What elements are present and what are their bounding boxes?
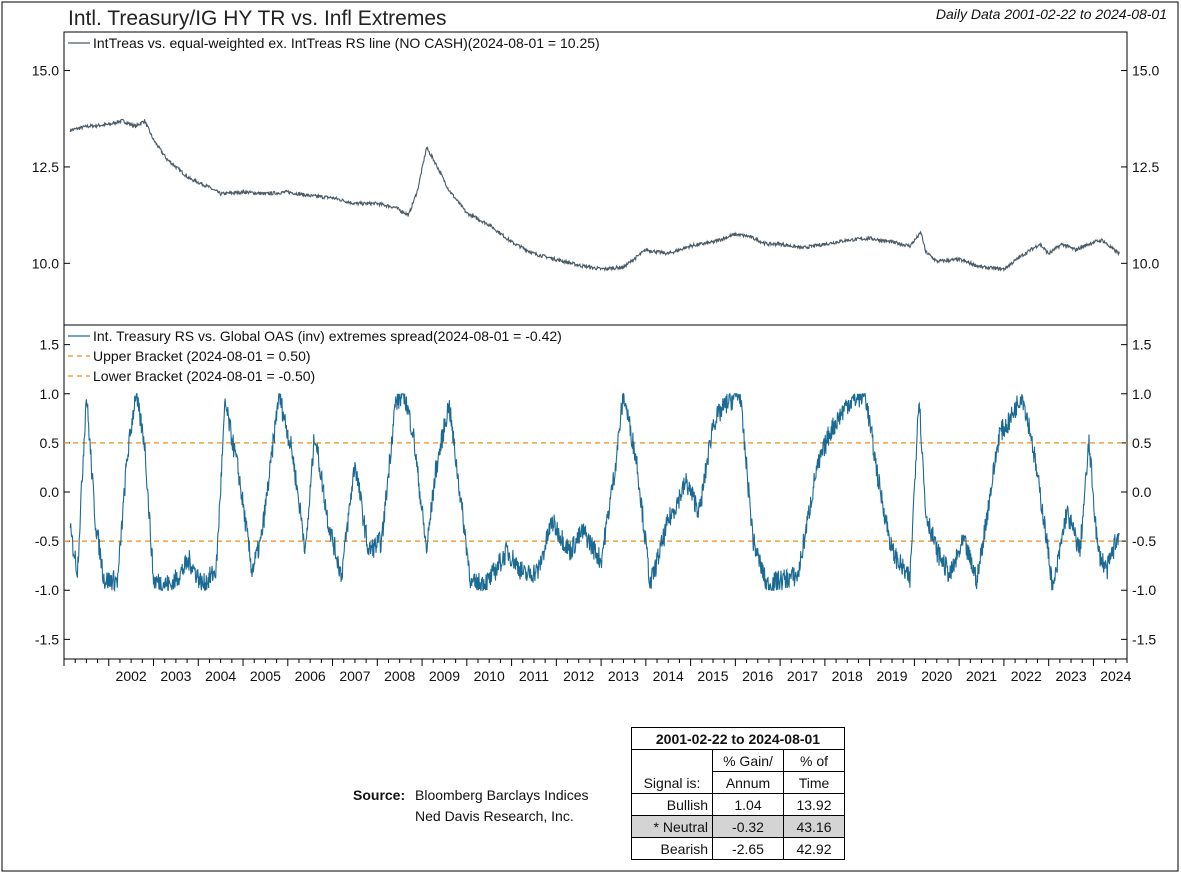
- stats-col-header-row-1: Signal is: % Gain/ % of: [631, 749, 845, 794]
- y-tick-label-right: -1.0: [1132, 582, 1156, 598]
- x-tick-label: 2020: [921, 668, 952, 684]
- x-tick-label: 2017: [787, 668, 818, 684]
- stats-row-bullish: Bullish 1.04 13.92: [631, 793, 845, 816]
- y-tick-label-right: 12.5: [1132, 159, 1159, 175]
- x-tick-label: 2008: [384, 668, 415, 684]
- y-tick-label-left: 12.5: [32, 159, 59, 175]
- x-tick-label: 2003: [160, 668, 191, 684]
- x-tick-label: 2015: [697, 668, 728, 684]
- y-tick-label-left: -1.5: [35, 631, 59, 647]
- y-tick-label-left: -1.0: [35, 582, 59, 598]
- stats-date-range: 2001-02-22 to 2024-08-01: [631, 727, 845, 750]
- x-tick-label: 2022: [1011, 668, 1042, 684]
- x-axis: 2002 2003 2004 2005 2006 2007 2008 2009 2010 2011…: [63, 659, 1132, 684]
- stats-col-gain-1: % Gain/: [712, 749, 784, 772]
- top-legend: IntTreas vs. equal-weighted ex. IntTreas…: [68, 35, 600, 51]
- x-tick-label: 2005: [250, 668, 281, 684]
- y-tick-label-left: 15.0: [32, 63, 59, 79]
- source-note: Source: Bloomberg Barclays Indices Ned D…: [353, 787, 589, 824]
- stats-col-time-1: % of: [783, 749, 845, 772]
- x-tick-label: 2012: [563, 668, 594, 684]
- stats-col-gain-2: Annum: [712, 771, 784, 794]
- signal-stats-table: 2001-02-22 to 2024-08-01 Signal is: % Ga…: [631, 727, 845, 860]
- x-tick-label: 2024: [1100, 668, 1131, 684]
- stats-row-time: 43.16: [783, 815, 845, 838]
- bottom-panel-y-axis: 1.5 1.5 1.0 1.0 0.5 0.5 0.0 0.0 -0.5 -0.5 -1.0 -1.0…: [35, 337, 1156, 648]
- stats-row-label: * Neutral: [631, 815, 713, 838]
- source-line-2: Ned Davis Research, Inc.: [415, 808, 574, 824]
- x-tick-label: 2009: [429, 668, 460, 684]
- x-tick-label: 2011: [519, 668, 549, 684]
- y-tick-label-right: -0.5: [1132, 533, 1156, 549]
- stats-header-row: 2001-02-22 to 2024-08-01: [631, 727, 845, 750]
- x-tick-label: 2018: [832, 668, 863, 684]
- x-tick-label: 2004: [205, 668, 236, 684]
- x-tick-label: 2021: [966, 668, 997, 684]
- y-tick-label-left: -0.5: [35, 533, 59, 549]
- source-line-1: Bloomberg Barclays Indices: [415, 787, 589, 803]
- bottom-legend: Int. Treasury RS vs. Global OAS (inv) ex…: [68, 328, 562, 384]
- y-tick-label-right: 1.5: [1132, 337, 1152, 353]
- stats-row-time: 42.92: [783, 837, 845, 860]
- stats-col-signal: Signal is:: [631, 749, 713, 794]
- spread-legend-label: Int. Treasury RS vs. Global OAS (inv) ex…: [93, 328, 562, 344]
- y-tick-label-left: 0.5: [40, 435, 60, 451]
- stats-row-time: 13.92: [783, 793, 845, 816]
- y-tick-label-right: 0.5: [1132, 435, 1152, 451]
- stats-row-gain: 1.04: [712, 793, 784, 816]
- spread-series: [69, 392, 1120, 593]
- y-tick-label-left: 0.0: [40, 484, 60, 500]
- x-tick-label: 2002: [116, 668, 147, 684]
- source-label: Source:: [353, 787, 405, 803]
- x-tick-label: 2019: [876, 668, 907, 684]
- y-tick-label-right: -1.5: [1132, 631, 1156, 647]
- lower-bracket-legend-label: Lower Bracket (2024-08-01 = -0.50): [93, 368, 315, 384]
- y-tick-label-left: 1.5: [40, 337, 60, 353]
- stats-col-time-2: Time: [783, 771, 845, 794]
- x-tick-label: 2013: [608, 668, 639, 684]
- y-tick-label-right: 1.0: [1132, 386, 1152, 402]
- stats-col-header-row-2: Annum Time: [632, 771, 845, 794]
- x-tick-label: 2016: [742, 668, 773, 684]
- y-tick-label-right: 0.0: [1132, 484, 1152, 500]
- x-tick-label: 2023: [1055, 668, 1086, 684]
- y-tick-label-right: 15.0: [1132, 63, 1159, 79]
- chart-title: Intl. Treasury/IG HY TR vs. Infl Extreme…: [68, 7, 447, 30]
- top-panel-y-axis: 15.0 15.0 12.5 12.5 10.0 10.0: [32, 63, 1160, 272]
- x-tick-label: 2007: [339, 668, 370, 684]
- stats-row-gain: -0.32: [712, 815, 784, 838]
- x-tick-label: 2014: [653, 668, 684, 684]
- stats-row-gain: -2.65: [712, 837, 784, 860]
- rs-line-series: [69, 118, 1120, 273]
- x-tick-label: 2006: [295, 668, 326, 684]
- chart-subtitle: Daily Data 2001-02-22 to 2024-08-01: [936, 6, 1167, 22]
- stats-row-label: Bearish: [631, 837, 713, 860]
- upper-bracket-legend-label: Upper Bracket (2024-08-01 = 0.50): [93, 348, 311, 364]
- y-tick-label-right: 10.0: [1132, 255, 1159, 271]
- stats-row-bearish: Bearish -2.65 42.92: [631, 837, 845, 860]
- top-legend-label: IntTreas vs. equal-weighted ex. IntTreas…: [93, 35, 600, 51]
- stats-row-neutral: * Neutral -0.32 43.16: [631, 815, 845, 838]
- stats-row-label: Bullish: [631, 793, 713, 816]
- y-tick-label-left: 10.0: [32, 255, 59, 271]
- y-tick-label-left: 1.0: [40, 386, 60, 402]
- top-panel-border: [63, 31, 1128, 326]
- x-tick-label: 2010: [474, 668, 505, 684]
